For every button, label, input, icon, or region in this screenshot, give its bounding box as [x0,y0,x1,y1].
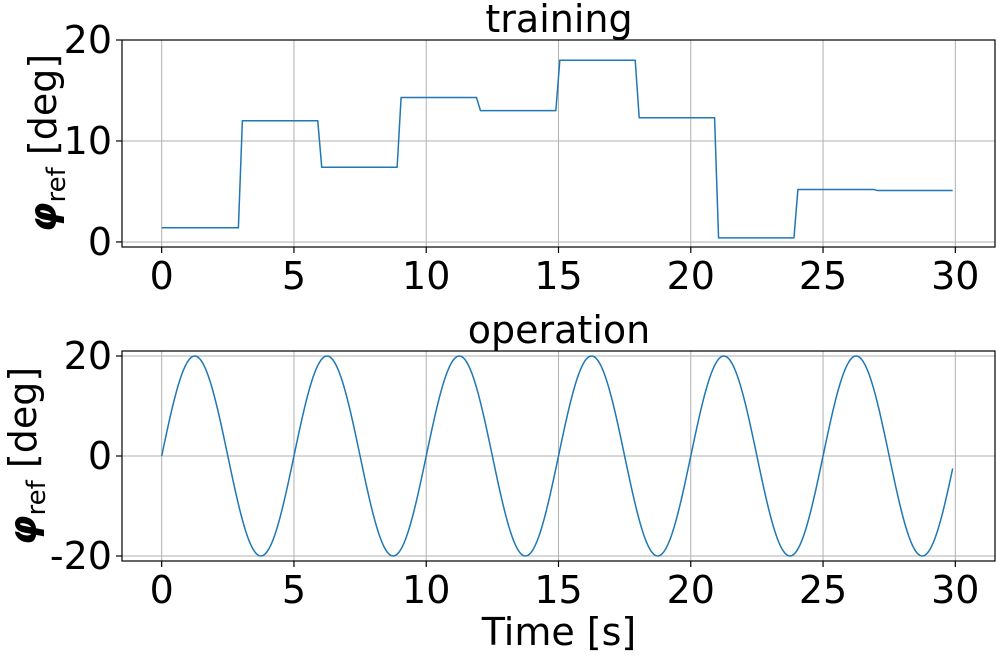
operation-subplot: operation 0 5 10 15 20 25 30 -20 0 20 φref [deg] [1,308,996,612]
operation-x-tick-label: 0 [150,568,174,612]
training-x-tick-label: 20 [667,254,715,298]
operation-ticks: 0 5 10 15 20 25 30 -20 0 20 [50,334,980,612]
operation-x-tick-label: 25 [799,568,847,612]
operation-x-tick-label: 15 [534,568,582,612]
training-x-tick-label: 15 [534,254,582,298]
training-series [161,59,953,239]
operation-title: operation [468,308,650,352]
training-subplot: training 0 5 10 15 20 25 30 0 10 20 φref [deg] [21,0,996,298]
training-x-tick-label: 30 [931,254,979,298]
svg-text:φref [deg]: φref [deg] [21,54,72,232]
training-x-tick-label: 5 [282,254,306,298]
operation-grid [122,351,995,561]
x-axis-label: Time [s] [481,610,637,654]
operation-ylabel: φref [deg] [1,367,52,545]
operation-y-tick-label: 0 [88,434,112,478]
training-ticks: 0 5 10 15 20 25 30 0 10 20 [64,18,980,298]
training-title: training [485,0,632,41]
training-x-tick-label: 10 [402,254,450,298]
operation-ylabel-unit: [deg] [1,367,45,480]
operation-ylabel-symbol: φ [1,515,45,545]
training-ylabel-subscript: ref [42,166,72,202]
operation-series [160,355,954,557]
operation-x-tick-label: 20 [667,568,715,612]
training-y-tick-label: 0 [88,220,112,264]
training-ylabel: φref [deg] [21,54,72,232]
operation-ylabel-subscript: ref [22,479,52,515]
operation-y-tick-label: 20 [64,334,112,378]
training-ylabel-symbol: φ [21,202,65,232]
training-x-tick-label: 0 [150,254,174,298]
operation-x-tick-label: 10 [402,568,450,612]
training-y-tick-label: 10 [64,119,112,163]
training-y-tick-label: 20 [64,18,112,62]
svg-text:φref [deg]: φref [deg] [1,367,52,545]
operation-y-tick-label: -20 [50,534,112,578]
operation-series-line [160,355,954,557]
operation-x-tick-label: 5 [282,568,306,612]
operation-x-tick-label: 30 [931,568,979,612]
training-series-line [161,59,953,239]
training-x-tick-label: 25 [799,254,847,298]
training-ylabel-unit: [deg] [21,54,65,167]
